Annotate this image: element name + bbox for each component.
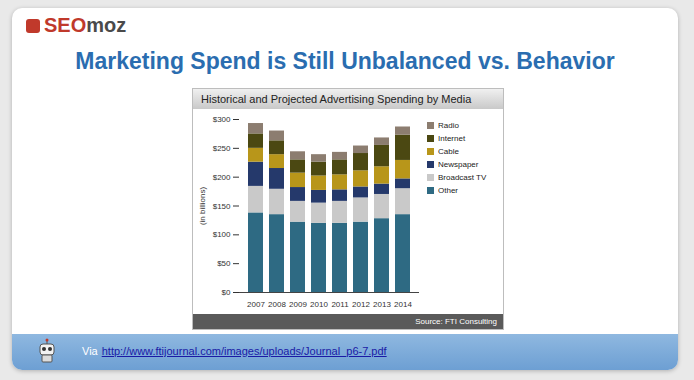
svg-text:$100: $100 (213, 230, 231, 239)
svg-text:$0: $0 (222, 288, 231, 297)
html-text:Internet: Internet (438, 134, 466, 143)
svg-text:$200: $200 (213, 173, 231, 182)
svg-text:2012: 2012 (352, 300, 370, 309)
html-text:Source: FTI Consulting: Source: FTI Consulting (415, 317, 497, 326)
svg-text:2011: 2011 (331, 300, 349, 309)
svg-text:$50: $50 (217, 259, 231, 268)
html-text:Historical and Projected Adver: Historical and Projected Advertising Spe… (201, 93, 472, 105)
html-text:Newspaper: Newspaper (438, 160, 479, 169)
svg-text:2008: 2008 (268, 300, 286, 309)
svg-text:$250: $250 (213, 144, 231, 153)
html-text:Marketing Spend is Still Unbal: Marketing Spend is Still Unbalanced vs. … (75, 48, 615, 74)
html-text:SEO moz: SEO moz (44, 14, 127, 36)
html-text:Cable: Cable (438, 147, 459, 156)
html-text:Broadcast TV: Broadcast TV (438, 173, 487, 182)
svg-text:$300: $300 (213, 115, 231, 124)
svg-text:2010: 2010 (310, 300, 328, 309)
html-text:Via http://www.ftijournal.com/: Via http://www.ftijournal.com/images/upl… (82, 345, 387, 357)
svg-text:$150: $150 (213, 202, 231, 211)
svg-text:2007: 2007 (247, 300, 265, 309)
html-text:Other: Other (438, 186, 458, 195)
svg-text:2014: 2014 (394, 300, 412, 309)
html-text:Radio: Radio (438, 121, 459, 130)
svg-text:2009: 2009 (289, 300, 307, 309)
svg-text:2013: 2013 (373, 300, 391, 309)
svg-text:(in billions): (in billions) (198, 187, 207, 226)
